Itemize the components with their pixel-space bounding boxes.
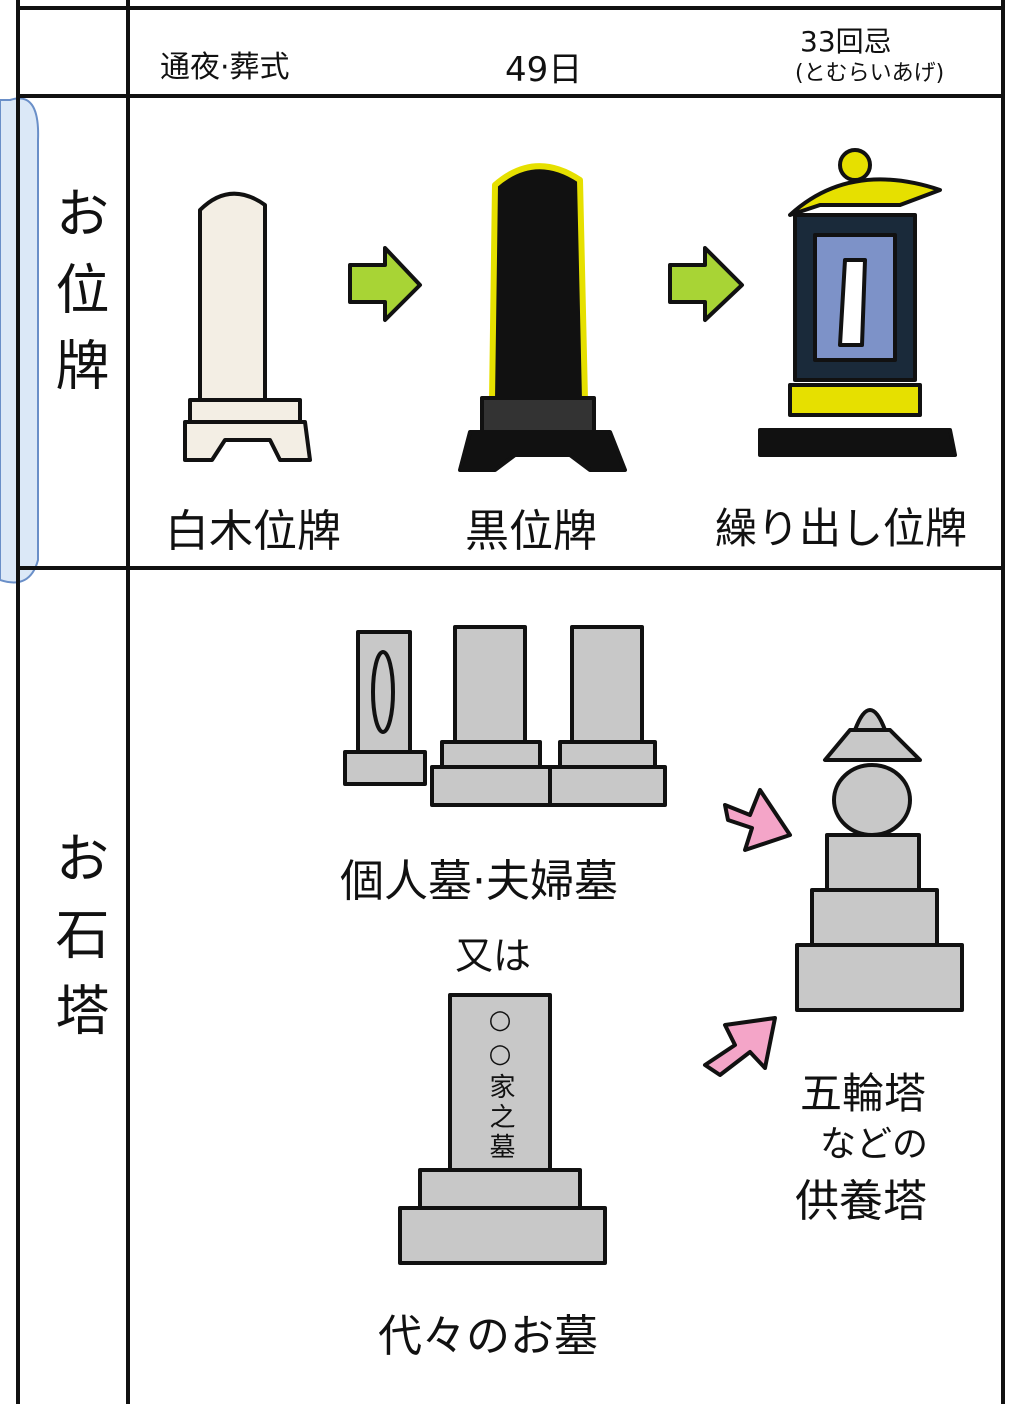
stone-text: ○○家之墓 — [485, 1005, 515, 1163]
kuridashi-ihai — [758, 148, 957, 457]
item-label: 五輪塔 — [800, 1069, 927, 1118]
graves — [343, 625, 667, 807]
item-label: 黒位牌 — [465, 506, 597, 557]
item-label: 又は — [455, 934, 532, 978]
header-text: 49日 — [505, 50, 583, 90]
row-label: お位牌 — [46, 185, 109, 413]
arrow — [348, 246, 422, 322]
arrow — [703, 1016, 777, 1077]
arrow — [723, 788, 792, 852]
item-label: 白木位牌 — [165, 506, 341, 557]
item-label: 供養塔 — [795, 1176, 927, 1227]
family-grave — [398, 993, 607, 1265]
item-label: 代々のお墓 — [378, 1311, 598, 1362]
kuro-ihai — [458, 163, 627, 472]
header-text: 通夜·葬式 — [160, 50, 290, 85]
gorinto — [795, 708, 964, 1012]
header-text: 33回忌 — [800, 25, 892, 58]
item-label: などの — [820, 1124, 929, 1165]
item-label: 繰り出し位牌 — [715, 504, 968, 553]
shiraki-ihai — [183, 191, 312, 462]
header-text: (とむらいあげ) — [795, 61, 945, 86]
item-label: 個人墓·夫婦墓 — [340, 856, 618, 907]
arrow — [668, 246, 744, 322]
row-label: お石塔 — [46, 830, 109, 1058]
